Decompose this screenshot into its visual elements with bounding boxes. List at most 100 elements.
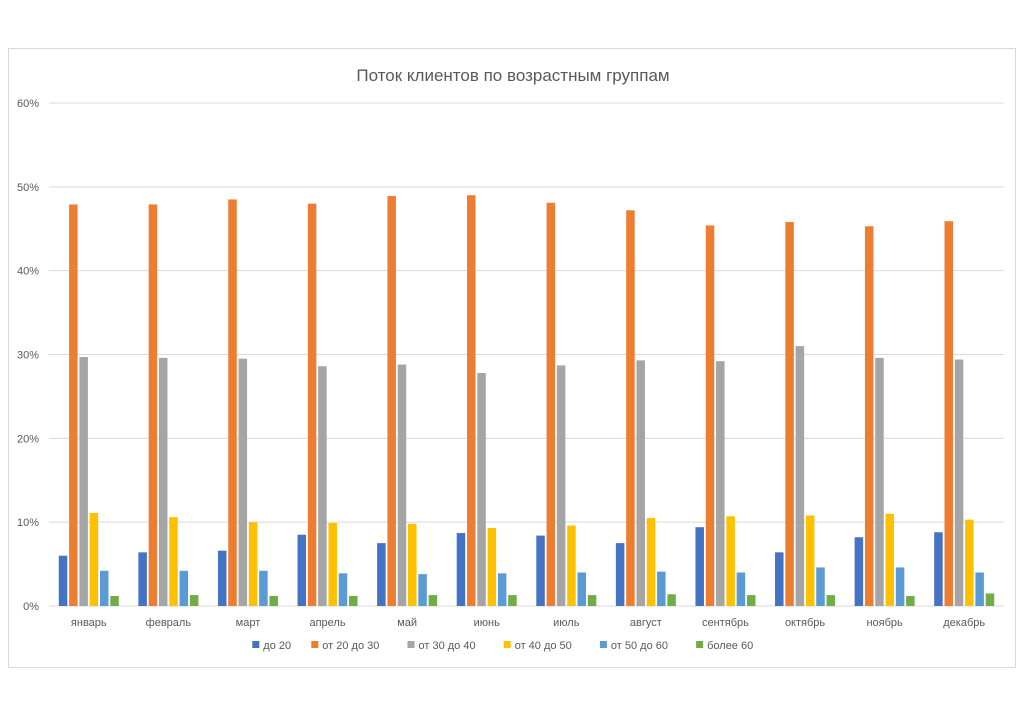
bar-1-3 bbox=[169, 517, 178, 606]
bar-3-3 bbox=[328, 523, 337, 606]
bar-7-0 bbox=[615, 543, 625, 606]
bar-8-3 bbox=[726, 516, 735, 606]
bar-5-0 bbox=[456, 533, 466, 606]
bar-6-1 bbox=[546, 202, 556, 607]
bar-9-0 bbox=[775, 552, 784, 606]
legend-swatch bbox=[599, 641, 607, 648]
bar-6-0 bbox=[536, 535, 545, 606]
legend-swatch bbox=[311, 641, 319, 648]
bar-7-5 bbox=[667, 594, 676, 606]
x-tick-label: август bbox=[630, 617, 662, 629]
bar-3-5 bbox=[349, 595, 358, 606]
legend-swatch bbox=[696, 641, 704, 648]
bar-3-2 bbox=[318, 366, 327, 606]
y-tick-label: 50% bbox=[17, 182, 39, 194]
legend-label: более 60 bbox=[707, 640, 753, 652]
legend-label: от 20 до 30 bbox=[322, 640, 379, 652]
y-tick-label: 40% bbox=[17, 266, 39, 278]
y-tick-label: 0% bbox=[23, 601, 39, 613]
legend: до 20 от 20 до 30 от 30 до 40 от 40 до 50 от… bbox=[252, 640, 753, 652]
bar-7-2 bbox=[636, 360, 645, 606]
bar-7-1 bbox=[626, 210, 635, 606]
bar-2-4 bbox=[259, 570, 268, 606]
bar-3-1 bbox=[307, 203, 317, 606]
bar-7-3 bbox=[646, 517, 656, 606]
bars bbox=[58, 195, 995, 607]
bar-6-5 bbox=[587, 595, 597, 606]
bar-9-3 bbox=[805, 515, 815, 606]
bar-1-4 bbox=[179, 570, 189, 606]
chart-title: Поток клиентов по возрастным группам bbox=[356, 66, 669, 85]
x-tick-label: июль bbox=[553, 617, 580, 629]
bar-2-3 bbox=[248, 522, 258, 606]
bar-3-4 bbox=[338, 573, 348, 606]
chart-frame: Поток клиентов по возрастным группам 0% 1… bbox=[8, 48, 1016, 668]
bar-11-2 bbox=[954, 359, 964, 606]
bar-8-2 bbox=[716, 361, 725, 606]
bar-0-5 bbox=[110, 595, 119, 606]
bar-0-2 bbox=[79, 357, 88, 606]
bar-11-4 bbox=[975, 572, 984, 606]
bar-5-2 bbox=[477, 372, 486, 606]
bar-5-4 bbox=[497, 573, 507, 606]
legend-label: до 20 bbox=[263, 640, 291, 652]
bar-9-2 bbox=[795, 346, 805, 606]
bar-2-5 bbox=[269, 595, 278, 606]
bar-8-0 bbox=[695, 527, 704, 606]
bar-3-0 bbox=[297, 534, 307, 606]
legend-swatch bbox=[252, 641, 260, 648]
bar-10-1 bbox=[864, 226, 874, 607]
x-tick-label: октябрь bbox=[785, 617, 825, 629]
bar-4-5 bbox=[428, 595, 438, 606]
bar-0-1 bbox=[69, 204, 78, 606]
bar-8-1 bbox=[705, 225, 715, 606]
bar-4-2 bbox=[397, 364, 407, 606]
x-tick-label: декабрь bbox=[943, 617, 985, 629]
bar-8-4 bbox=[736, 572, 746, 606]
bar-1-0 bbox=[138, 552, 147, 606]
bar-5-3 bbox=[487, 528, 497, 606]
x-tick-label: апрель bbox=[309, 617, 345, 629]
bar-2-0 bbox=[217, 550, 227, 606]
bar-9-4 bbox=[816, 567, 825, 606]
bar-4-3 bbox=[408, 523, 417, 606]
bar-10-4 bbox=[895, 567, 905, 606]
y-axis-ticks: 0% 10% 20% 30% 40% 50% 60% bbox=[17, 98, 39, 613]
bar-10-3 bbox=[885, 513, 895, 606]
y-tick-label: 30% bbox=[17, 350, 39, 362]
bar-11-3 bbox=[965, 519, 974, 606]
bar-11-5 bbox=[985, 593, 995, 606]
gridlines bbox=[49, 102, 1004, 607]
bar-0-0 bbox=[58, 555, 68, 606]
bar-1-2 bbox=[158, 357, 168, 606]
bar-4-1 bbox=[387, 196, 396, 606]
bar-4-0 bbox=[377, 543, 386, 606]
bar-5-1 bbox=[467, 195, 476, 606]
bar-2-1 bbox=[228, 199, 237, 607]
x-tick-label: март bbox=[236, 617, 261, 629]
legend-label: от 30 до 40 bbox=[419, 640, 476, 652]
y-tick-label: 10% bbox=[17, 517, 39, 529]
bar-1-1 bbox=[148, 204, 158, 606]
bar-8-5 bbox=[746, 595, 756, 606]
x-axis-ticks: январь февраль март апрель май июнь июль август… bbox=[71, 617, 985, 629]
bar-11-0 bbox=[934, 532, 943, 606]
bar-9-5 bbox=[826, 595, 836, 606]
bar-9-1 bbox=[785, 222, 794, 606]
bar-10-2 bbox=[875, 357, 884, 606]
legend-label: от 50 до 60 bbox=[611, 640, 668, 652]
x-tick-label: январь bbox=[71, 617, 107, 629]
bar-0-4 bbox=[99, 570, 109, 606]
bar-6-2 bbox=[556, 365, 566, 606]
bar-6-4 bbox=[577, 572, 586, 606]
bar-4-4 bbox=[418, 574, 427, 606]
bar-11-1 bbox=[944, 221, 954, 606]
x-tick-label: февраль bbox=[146, 617, 192, 629]
bar-6-3 bbox=[567, 525, 576, 606]
bar-10-5 bbox=[906, 595, 915, 606]
y-tick-label: 20% bbox=[17, 433, 39, 445]
legend-swatch bbox=[503, 641, 511, 648]
bar-10-0 bbox=[854, 537, 864, 606]
bar-5-5 bbox=[508, 595, 517, 606]
x-tick-label: май bbox=[397, 617, 417, 629]
